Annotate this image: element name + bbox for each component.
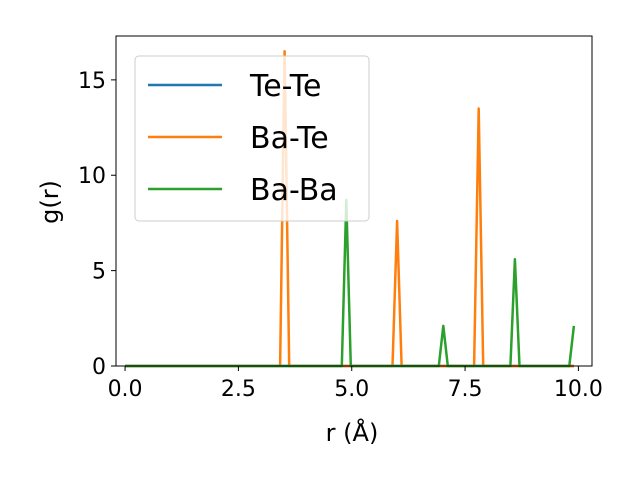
axes: 0.0 2.5 5.0 7.5 10.0 0 5 10 15: [78, 35, 603, 402]
legend-label: Ba-Ba: [250, 173, 338, 208]
y-tick-label: 5: [92, 260, 106, 285]
axes-frame: [115, 35, 593, 367]
y-tick-label: 15: [78, 69, 106, 94]
y-tick-label: 0: [92, 355, 106, 380]
x-axis-label: r (Å): [326, 418, 379, 447]
x-tick-label: 5.0: [334, 377, 369, 402]
x-tick-label: 0.0: [108, 377, 143, 402]
legend-label: Te-Te: [249, 69, 321, 104]
x-tick-label: 7.5: [448, 377, 483, 402]
x-tick-label: 2.5: [221, 377, 256, 402]
legend: Te-Te Ba-Te Ba-Ba: [134, 55, 370, 222]
legend-box: [134, 55, 370, 222]
legend-label: Ba-Te: [250, 121, 329, 156]
x-tick-label: 10.0: [554, 377, 603, 402]
series-line-ba-ba: [125, 198, 576, 368]
y-tick-label: 10: [78, 164, 106, 189]
y-axis-label: g(r): [36, 180, 64, 224]
